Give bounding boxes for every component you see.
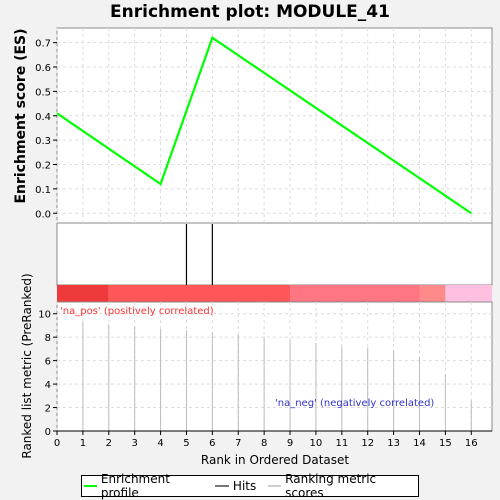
metric-ytick-label: 4: [45, 380, 51, 391]
es-ytick-label: 0.1: [35, 185, 51, 196]
hits-panel: [56, 222, 493, 286]
metric-ylabel: Ranked list metric (PreRanked): [20, 273, 34, 458]
metric-ytick-label: 10: [38, 310, 51, 321]
legend-metric: Ranking metric scores: [268, 472, 408, 500]
legend-hits: Hits: [214, 479, 257, 493]
heatmap-segment: [290, 285, 420, 302]
xtick-label: 13: [387, 438, 400, 449]
legend-metric-swatch: [268, 485, 282, 487]
metric-ytick-label: 6: [45, 357, 51, 368]
metric-ytick-label: 2: [45, 404, 51, 415]
legend-profile: Enrichment profile: [84, 472, 203, 500]
xtick-label: 11: [335, 438, 348, 449]
es-ytick-label: 0.3: [35, 136, 51, 147]
es-ytick-label: 0.5: [35, 87, 51, 98]
enrichment-profile-line: [56, 36, 472, 215]
legend-profile-swatch: [84, 485, 97, 487]
es-panel: [56, 27, 493, 224]
legend-metric-label: Ranking metric scores: [285, 472, 377, 500]
legend-hits-swatch: [214, 485, 229, 487]
xtick-label: 1: [80, 438, 86, 449]
metric-ytick-label: 0: [45, 427, 51, 438]
legend-hits-label: Hits: [232, 479, 257, 493]
es-ylabel: Enrichment score (ES): [13, 28, 29, 203]
chart-title: Enrichment plot: MODULE_41: [110, 2, 390, 22]
xtick-label: 3: [131, 438, 137, 449]
es-ytick-label: 0.7: [35, 39, 51, 50]
heatmap-segment: [57, 285, 109, 302]
xtick-label: 10: [310, 438, 323, 449]
x-axis-label: Rank in Ordered Dataset: [201, 453, 349, 467]
legend: Enrichment profile Hits Ranking metric s…: [81, 472, 419, 500]
es-ytick-label: 0.0: [35, 209, 51, 220]
xtick-label: 16: [465, 438, 478, 449]
xtick-label: 14: [413, 438, 426, 449]
metric-ytick-label: 8: [45, 333, 51, 344]
heatmap-segment: [108, 285, 291, 302]
ranking-heatmap-bar: [57, 285, 492, 302]
xtick-label: 4: [157, 438, 163, 449]
pos-correlated-label: 'na_pos' (positively correlated): [60, 306, 214, 317]
xtick-label: 5: [183, 438, 189, 449]
es-ytick-label: 0.6: [35, 63, 51, 74]
xtick-label: 6: [209, 438, 215, 449]
heatmap-segment: [419, 285, 446, 302]
neg-correlated-label: 'na_neg' (negatively correlated): [275, 398, 434, 409]
heatmap-segment: [445, 285, 492, 302]
xtick-label: 2: [106, 438, 112, 449]
xtick-label: 9: [287, 438, 293, 449]
xtick-label: 7: [235, 438, 241, 449]
es-ytick-label: 0.2: [35, 161, 51, 172]
xtick-label: 0: [54, 438, 60, 449]
xtick-label: 15: [439, 438, 452, 449]
xtick-label: 12: [361, 438, 374, 449]
xtick-label: 8: [261, 438, 267, 449]
legend-profile-label: Enrichment profile: [100, 472, 170, 500]
metric-panel: [56, 301, 493, 432]
es-ytick-label: 0.4: [35, 112, 51, 123]
